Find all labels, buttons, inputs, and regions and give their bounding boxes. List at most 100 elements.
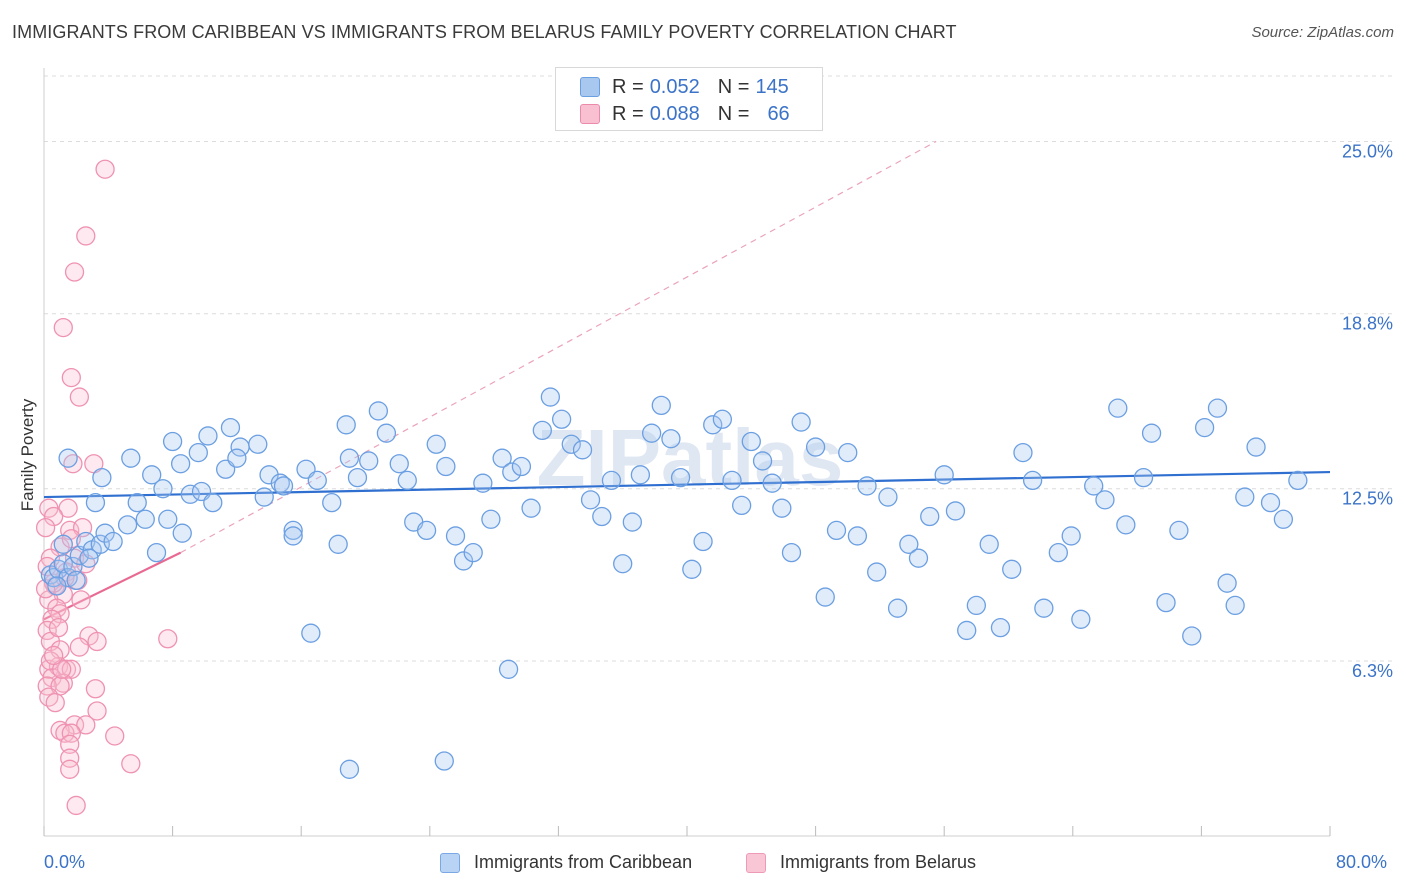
legend-row-belarus: R = 0.088 N = 66 <box>580 102 790 126</box>
caribbean-point <box>416 520 437 541</box>
caribbean-point <box>180 484 200 504</box>
caribbean-point <box>732 495 752 516</box>
caribbean-point <box>867 562 887 582</box>
caribbean-point <box>153 479 173 499</box>
caribbean-point <box>463 542 483 563</box>
belarus-point <box>69 387 90 407</box>
caribbean-point <box>1116 515 1136 535</box>
caribbean-point <box>1002 559 1022 579</box>
caribbean-point <box>376 423 397 443</box>
caribbean-point <box>1194 417 1215 438</box>
belarus-point <box>87 631 107 652</box>
caribbean-point <box>117 515 138 535</box>
belarus-point <box>95 159 115 179</box>
caribbean-point <box>572 440 593 460</box>
caribbean-point <box>1207 398 1228 418</box>
caribbean-point <box>551 409 572 429</box>
caribbean-point <box>826 520 847 541</box>
belarus-trend-extension <box>180 140 937 554</box>
legend-swatch-caribbean <box>580 77 600 97</box>
r-label: R = <box>612 75 644 98</box>
belarus-point <box>55 723 75 743</box>
caribbean-point <box>270 473 290 493</box>
caribbean-point <box>741 431 761 452</box>
caribbean-point <box>172 523 192 543</box>
belarus-point <box>60 748 80 768</box>
caribbean-point <box>887 598 908 618</box>
caribbean-point <box>162 431 183 452</box>
caribbean-point <box>1095 490 1115 510</box>
caribbean-point <box>979 534 999 554</box>
belarus-point <box>35 517 56 538</box>
caribbean-point <box>641 423 662 443</box>
caribbean-point <box>58 448 78 468</box>
belarus-point <box>45 692 65 713</box>
caribbean-point <box>703 415 723 435</box>
caribbean-point <box>339 448 360 468</box>
caribbean-point <box>1288 470 1308 491</box>
caribbean-point <box>103 531 123 552</box>
caribbean-point <box>838 442 858 463</box>
belarus-point <box>76 715 96 735</box>
caribbean-point <box>1061 526 1081 546</box>
bottom-legend: Immigrants from Caribbean Immigrants fro… <box>0 852 1406 878</box>
caribbean-point <box>53 534 73 554</box>
caribbean-point <box>957 620 977 641</box>
caribbean-point <box>79 548 99 568</box>
caribbean-point <box>805 437 826 457</box>
caribbean-point <box>752 451 773 471</box>
caribbean-point <box>1217 573 1237 593</box>
y-tick-label: 6.3% <box>1352 661 1393 681</box>
caribbean-point <box>158 509 178 529</box>
caribbean-point <box>445 526 466 546</box>
caribbean-point <box>142 465 162 485</box>
caribbean-point <box>248 434 268 454</box>
legend-row-caribbean: R = 0.052 N = 145 <box>580 75 789 99</box>
belarus-point <box>53 673 73 693</box>
r-value: 0.052 <box>649 75 700 98</box>
bottom-legend-caribbean: Immigrants from Caribbean <box>440 852 692 873</box>
caribbean-point <box>580 490 601 510</box>
caribbean-point <box>1108 398 1128 418</box>
caribbean-point <box>613 554 633 574</box>
caribbean-point <box>492 448 512 468</box>
caribbean-point <box>188 442 208 463</box>
caribbean-point <box>1034 598 1054 618</box>
r-value: 0.088 <box>649 102 700 125</box>
x-tick-min: 0.0% <box>44 852 86 872</box>
chart-title: IMMIGRANTS FROM CARIBBEAN VS IMMIGRANTS … <box>12 22 957 42</box>
n-value: 66 <box>767 102 790 125</box>
trend-lines <box>43 140 1331 621</box>
caribbean-point <box>1260 492 1281 513</box>
caribbean-point <box>966 595 986 616</box>
y-tick-label: 18.8% <box>1342 314 1393 334</box>
belarus-point <box>158 629 178 649</box>
caribbean-point <box>712 409 733 429</box>
belarus-point <box>66 795 86 816</box>
caribbean-point <box>899 534 919 554</box>
caribbean-point <box>693 531 713 552</box>
belarus-point <box>53 317 73 338</box>
caribbean-point <box>502 462 522 482</box>
caribbean-point <box>434 751 454 771</box>
caribbean-point <box>990 617 1011 638</box>
gridlines <box>44 75 1392 662</box>
legend-swatch-belarus <box>746 852 766 873</box>
caribbean-point <box>1048 542 1068 563</box>
belarus-point <box>71 590 91 610</box>
caribbean-point <box>540 387 561 407</box>
belarus-point <box>43 506 64 527</box>
caribbean-point <box>521 498 541 518</box>
caribbean-point <box>397 470 417 491</box>
caribbean-point <box>511 456 532 477</box>
belarus-point <box>60 759 80 779</box>
belarus-point <box>85 679 106 699</box>
caribbean-point <box>651 395 671 416</box>
caribbean-point <box>481 509 501 529</box>
caribbean-point <box>227 448 247 468</box>
caribbean-point <box>682 559 702 579</box>
caribbean-point <box>601 470 622 491</box>
caribbean-point <box>328 534 348 554</box>
legend-label: Immigrants from Caribbean <box>474 852 693 872</box>
